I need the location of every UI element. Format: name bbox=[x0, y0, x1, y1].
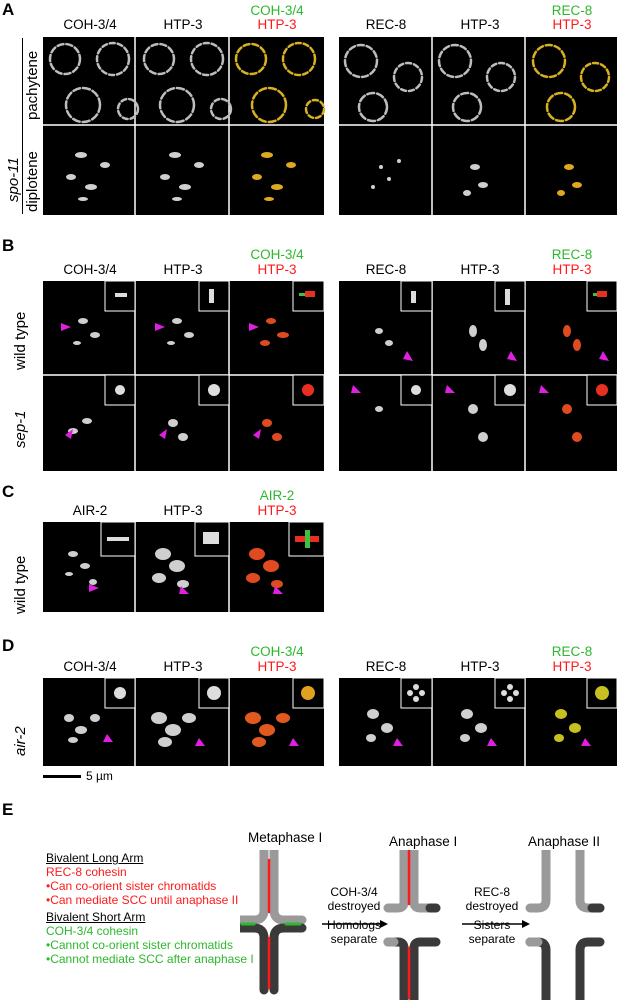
row-label-wild-type: wild type bbox=[12, 311, 29, 370]
genotype-label-spo11: spo-11 bbox=[5, 157, 22, 202]
col-label-htp3-right: HTP-3 bbox=[460, 659, 500, 674]
merge-label-red-right: HTP-3 bbox=[552, 262, 592, 277]
arrow1-label-top: COH-3/4 bbox=[330, 885, 378, 899]
row-label-sep1: sep-1 bbox=[12, 410, 29, 448]
chromosome-diagram bbox=[240, 850, 605, 1000]
stage-anaphase-ii: Anaphase II bbox=[528, 834, 601, 849]
anaphase-i-chromosomes bbox=[383, 850, 441, 1000]
col-label-htp3: HTP-3 bbox=[163, 659, 203, 674]
merge-label-red: HTP-3 bbox=[257, 17, 297, 32]
panel-a-micrographs bbox=[43, 37, 617, 215]
merge-label-red-right: HTP-3 bbox=[552, 659, 592, 674]
metaphase-i-bivalent bbox=[240, 850, 307, 995]
arrow1-label-top2: destroyed bbox=[327, 899, 381, 913]
panel-d-micrographs bbox=[43, 678, 617, 766]
row-label-pachytene: pachytene bbox=[24, 50, 41, 120]
col-label-htp3-right: HTP-3 bbox=[460, 17, 500, 32]
col-label-rec8: REC-8 bbox=[365, 262, 407, 277]
panel-label-b: B bbox=[2, 236, 15, 255]
arrow-icon bbox=[380, 920, 388, 928]
merge-label-green-right: REC-8 bbox=[551, 644, 593, 659]
arrow1-label-bottom: Homologs bbox=[326, 918, 382, 932]
arrow-icon bbox=[522, 920, 530, 928]
merge-label-red-right: HTP-3 bbox=[552, 17, 592, 32]
merge-label-red: HTP-3 bbox=[257, 262, 297, 277]
short-arm-point-2: •Cannot mediate SCC after anaphase I bbox=[46, 952, 254, 966]
panel-label-e: E bbox=[2, 800, 14, 819]
long-arm-cohesin: REC-8 cohesin bbox=[46, 865, 127, 879]
merge-label-green-right: REC-8 bbox=[551, 3, 593, 18]
anaphase-ii-chromosomes bbox=[525, 850, 605, 1000]
scale-bar-label: 5 µm bbox=[86, 769, 113, 783]
col-label-coh34: COH-3/4 bbox=[63, 659, 117, 674]
col-label-coh34: COH-3/4 bbox=[63, 262, 117, 277]
row-label-wild-type: wild type bbox=[12, 555, 29, 614]
arrow2-label-bottom: Sisters bbox=[473, 918, 511, 932]
panel-label-a: A bbox=[2, 0, 15, 19]
arrow2-label-top2: destroyed bbox=[465, 899, 519, 913]
col-label-htp3-right: HTP-3 bbox=[460, 262, 500, 277]
merge-label-red: HTP-3 bbox=[257, 503, 297, 518]
col-label-htp3: HTP-3 bbox=[163, 503, 203, 518]
long-arm-title: Bivalent Long Arm bbox=[46, 851, 144, 865]
arrow1-label-bottom2: separate bbox=[330, 932, 378, 946]
merge-label-green-right: REC-8 bbox=[551, 247, 593, 262]
short-arm-cohesin: COH-3/4 cohesin bbox=[46, 924, 139, 938]
col-label-air2: AIR-2 bbox=[72, 503, 108, 518]
short-arm-point-1: •Cannot co-orient sister chromatids bbox=[46, 938, 233, 952]
short-arm-title: Bivalent Short Arm bbox=[46, 910, 146, 924]
scale-bar bbox=[43, 775, 81, 778]
row-label-diplotene: diplotene bbox=[24, 151, 41, 212]
col-label-htp3: HTP-3 bbox=[163, 17, 203, 32]
genotype-bracket bbox=[22, 38, 23, 214]
col-label-htp3: HTP-3 bbox=[163, 262, 203, 277]
panel-c-micrographs bbox=[43, 522, 324, 612]
col-label-rec8: REC-8 bbox=[365, 17, 407, 32]
col-label-coh34: COH-3/4 bbox=[63, 17, 117, 32]
merge-label-green: COH-3/4 bbox=[250, 644, 304, 659]
merge-label-red: HTP-3 bbox=[257, 659, 297, 674]
stage-anaphase-i: Anaphase I bbox=[389, 834, 458, 849]
merge-label-green: COH-3/4 bbox=[250, 3, 304, 18]
merge-label-green: COH-3/4 bbox=[250, 247, 304, 262]
merge-label-green: AIR-2 bbox=[259, 488, 295, 503]
col-label-rec8: REC-8 bbox=[365, 659, 407, 674]
stage-metaphase-i: Metaphase I bbox=[248, 830, 323, 845]
row-label-air2: air-2 bbox=[12, 726, 29, 756]
long-arm-point-2: •Can mediate SCC until anaphase II bbox=[46, 893, 239, 907]
long-arm-point-1: •Can co-orient sister chromatids bbox=[46, 879, 217, 893]
panel-label-d: D bbox=[2, 636, 15, 655]
panel-label-c: C bbox=[2, 482, 15, 501]
arrow2-label-top: REC-8 bbox=[473, 885, 510, 899]
arrow2-label-bottom2: separate bbox=[468, 932, 516, 946]
panel-b-micrographs bbox=[43, 281, 617, 471]
